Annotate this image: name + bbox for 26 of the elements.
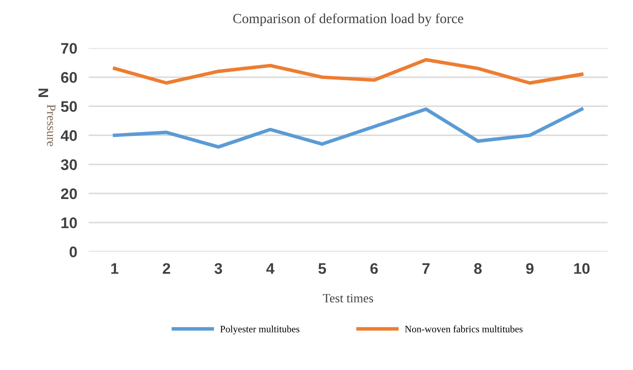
y-tick-label: 60 bbox=[61, 72, 77, 83]
y-tick-label: 0 bbox=[70, 246, 77, 258]
x-tick-label: 2 bbox=[162, 263, 170, 274]
y-tick-label: 10 bbox=[61, 217, 77, 228]
x-tick-label: 5 bbox=[318, 263, 326, 274]
line-series bbox=[112, 58, 584, 85]
legend-label: Polyester multitubes bbox=[220, 326, 300, 334]
x-tick-label: 10 bbox=[574, 263, 590, 274]
y-tick-label: 50 bbox=[60, 101, 77, 112]
y-tick-label: 30 bbox=[60, 159, 77, 170]
y-axis-title: Pressure bbox=[47, 104, 56, 146]
x-axis-title: Test times bbox=[322, 294, 374, 302]
x-tick-label: 4 bbox=[266, 263, 274, 274]
text: N bbox=[38, 88, 48, 97]
legend-label: Non-woven fabrics multitubes bbox=[404, 325, 523, 332]
y-tick-label: 20 bbox=[61, 188, 77, 200]
y-tick-label: 70 bbox=[61, 42, 77, 54]
x-tick-label: 3 bbox=[214, 263, 222, 274]
x-tick-label: 1 bbox=[111, 263, 118, 274]
chart-title: Comparison of deformation load by force bbox=[233, 13, 464, 26]
x-tick-label: 6 bbox=[370, 263, 378, 274]
x-tick-label: 9 bbox=[526, 263, 534, 274]
line-series bbox=[112, 107, 584, 149]
y-tick-label: 40 bbox=[60, 130, 77, 141]
x-tick-label: 7 bbox=[422, 263, 430, 274]
x-tick-label: 8 bbox=[474, 263, 482, 274]
